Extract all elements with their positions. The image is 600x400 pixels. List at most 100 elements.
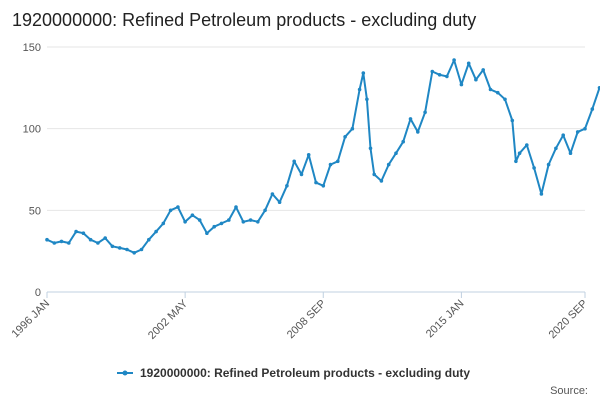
data-point[interactable] bbox=[510, 118, 515, 123]
data-point[interactable] bbox=[561, 133, 565, 137]
data-point[interactable] bbox=[227, 218, 231, 222]
data-point[interactable] bbox=[168, 208, 173, 213]
data-point[interactable] bbox=[408, 117, 413, 121]
data-point[interactable] bbox=[67, 241, 71, 245]
data-point[interactable] bbox=[234, 205, 238, 209]
x-axis: 1996 JAN 2002 MAY 2008 SEP 2015 JAN 2020 SEP bbox=[9, 291, 591, 342]
x-tick-label: 2002 MAY bbox=[146, 297, 191, 342]
data-point[interactable] bbox=[394, 151, 398, 155]
data-point[interactable] bbox=[575, 130, 580, 134]
data-point[interactable] bbox=[361, 71, 366, 75]
data-point[interactable] bbox=[117, 246, 122, 250]
data-point[interactable] bbox=[357, 87, 362, 92]
legend[interactable]: 1920000000: Refined Petroleum products -… bbox=[117, 366, 470, 380]
data-point[interactable] bbox=[336, 159, 340, 164]
data-point[interactable] bbox=[597, 86, 600, 90]
legend-label: 1920000000: Refined Petroleum products -… bbox=[140, 366, 470, 380]
data-point[interactable] bbox=[154, 229, 158, 234]
data-point[interactable] bbox=[270, 192, 275, 196]
data-point[interactable] bbox=[176, 205, 180, 209]
chart-title: 1920000000: Refined Petroleum products -… bbox=[12, 10, 476, 30]
data-point[interactable] bbox=[350, 126, 355, 131]
y-tick-label: 150 bbox=[23, 42, 41, 54]
data-point[interactable] bbox=[496, 90, 500, 95]
data-point[interactable] bbox=[147, 237, 151, 242]
gridlines bbox=[47, 46, 585, 211]
y-tick-label: 0 bbox=[35, 287, 41, 299]
series-line bbox=[46, 59, 600, 254]
data-point[interactable] bbox=[88, 237, 93, 242]
y-tick-label: 50 bbox=[29, 205, 41, 217]
data-point[interactable] bbox=[365, 97, 369, 102]
x-tick-label: 2008 SEP bbox=[285, 298, 329, 342]
data-point[interactable] bbox=[299, 172, 304, 177]
data-point[interactable] bbox=[110, 244, 115, 249]
data-point[interactable] bbox=[437, 73, 442, 77]
y-axis-ticks: 0 50 100 150 bbox=[23, 42, 41, 299]
data-point[interactable] bbox=[343, 135, 347, 139]
data-point[interactable] bbox=[445, 74, 449, 79]
x-tick-label: 2015 JAN bbox=[424, 298, 467, 341]
data-point[interactable] bbox=[328, 162, 333, 167]
data-point[interactable] bbox=[401, 139, 406, 144]
data-point[interactable] bbox=[554, 146, 558, 151]
data-point[interactable] bbox=[292, 159, 297, 164]
data-point[interactable] bbox=[103, 236, 107, 240]
data-point[interactable] bbox=[430, 69, 435, 74]
x-tick-label: 2020 SEP bbox=[547, 298, 591, 342]
data-point[interactable] bbox=[372, 172, 377, 177]
data-point[interactable] bbox=[212, 224, 216, 229]
source-label: Source: bbox=[550, 385, 588, 397]
data-point[interactable] bbox=[590, 107, 595, 111]
data-point[interactable] bbox=[197, 218, 202, 222]
data-point[interactable] bbox=[474, 77, 478, 82]
data-point[interactable] bbox=[379, 179, 384, 183]
data-point[interactable] bbox=[45, 237, 49, 242]
data-point[interactable] bbox=[255, 220, 260, 224]
data-point[interactable] bbox=[59, 239, 64, 244]
data-point[interactable] bbox=[248, 218, 253, 222]
data-point[interactable] bbox=[306, 153, 311, 157]
data-point[interactable] bbox=[52, 241, 57, 245]
data-point[interactable] bbox=[161, 221, 166, 226]
data-point[interactable] bbox=[423, 110, 427, 115]
data-point[interactable] bbox=[139, 247, 144, 252]
data-point[interactable] bbox=[81, 231, 86, 235]
data-point[interactable] bbox=[546, 162, 551, 167]
y-tick-label: 100 bbox=[23, 124, 41, 136]
data-point[interactable] bbox=[583, 126, 587, 131]
data-point[interactable] bbox=[132, 251, 136, 255]
data-point[interactable] bbox=[525, 143, 529, 147]
data-point[interactable] bbox=[277, 200, 282, 204]
data-point[interactable] bbox=[219, 221, 224, 226]
data-point[interactable] bbox=[368, 146, 373, 151]
data-point[interactable] bbox=[96, 241, 100, 245]
data-point[interactable] bbox=[241, 220, 246, 224]
data-point[interactable] bbox=[314, 180, 318, 185]
plot-area bbox=[45, 58, 600, 255]
data-point[interactable] bbox=[532, 166, 536, 170]
data-point[interactable] bbox=[488, 87, 493, 92]
data-point[interactable] bbox=[285, 184, 289, 188]
data-point[interactable] bbox=[416, 130, 420, 134]
data-point[interactable] bbox=[503, 97, 507, 102]
data-point[interactable] bbox=[452, 58, 456, 62]
legend-dot-marker bbox=[122, 370, 128, 376]
data-point[interactable] bbox=[263, 208, 267, 213]
data-point[interactable] bbox=[183, 220, 187, 224]
data-point[interactable] bbox=[466, 61, 471, 66]
data-point[interactable] bbox=[568, 151, 573, 155]
data-point[interactable] bbox=[517, 151, 522, 155]
x-tick-label: 1996 JAN bbox=[9, 298, 52, 341]
data-point[interactable] bbox=[539, 192, 544, 196]
data-point[interactable] bbox=[321, 184, 326, 188]
data-point[interactable] bbox=[205, 231, 209, 235]
data-point[interactable] bbox=[514, 159, 518, 164]
data-point[interactable] bbox=[190, 213, 195, 217]
data-point[interactable] bbox=[125, 247, 129, 252]
data-point[interactable] bbox=[481, 68, 486, 72]
data-point[interactable] bbox=[459, 82, 464, 87]
data-point[interactable] bbox=[74, 229, 78, 234]
data-point[interactable] bbox=[386, 162, 391, 167]
